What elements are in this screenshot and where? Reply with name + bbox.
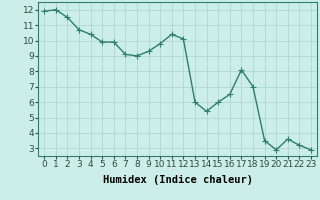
- X-axis label: Humidex (Indice chaleur): Humidex (Indice chaleur): [103, 175, 252, 185]
